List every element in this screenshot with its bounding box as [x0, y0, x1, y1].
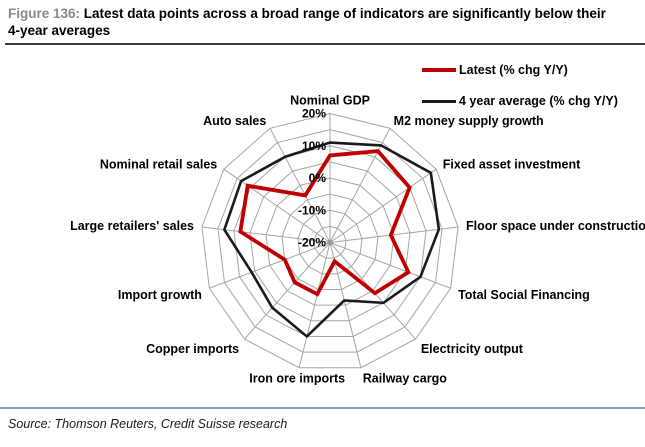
figure-title: Figure 136: Latest data points across a … [5, 6, 614, 39]
radar-grid-ring [201, 112, 459, 369]
category-label: Nominal retail sales [100, 158, 217, 172]
radar-spoke [223, 168, 331, 243]
radar-spoke [329, 242, 362, 368]
legend-line-swatch-latest [422, 68, 456, 72]
radar-spoke [329, 168, 437, 243]
radar-spoke [298, 242, 331, 368]
legend-item-latest: Latest (% chg Y/Y) [422, 62, 618, 78]
radar-spoke [329, 242, 451, 289]
category-label: Electricity output [421, 342, 524, 356]
legend-label-average: 4 year average (% chg Y/Y) [459, 94, 618, 108]
figure-header: Figure 136: Latest data points across a … [5, 6, 645, 45]
radial-tick-label: 20% [302, 107, 326, 121]
radial-tick-label: 0% [309, 171, 327, 185]
legend-line-swatch-average [422, 99, 456, 103]
figure-footer: Source: Thomson Reuters, Credit Suisse r… [0, 407, 645, 431]
radial-tick-label: 10% [302, 139, 326, 153]
radar-spoke [329, 226, 459, 243]
category-label: Auto sales [203, 114, 266, 128]
series-polygon-latest [238, 149, 412, 297]
radar-spoke [244, 242, 331, 340]
category-label: Railway cargo [363, 372, 447, 386]
figure-title-text: Latest data points across a broad range … [8, 6, 606, 38]
radar-grid-ring [313, 225, 347, 259]
radar-grid-ring [217, 129, 443, 353]
category-label: Import growth [118, 288, 202, 302]
category-label: Iron ore imports [249, 372, 345, 386]
figure-number-label: Figure 136: [8, 6, 81, 21]
category-label: Nominal GDP [290, 94, 370, 108]
radar-grid-ring [281, 193, 379, 290]
radar-grid-ring [233, 145, 427, 337]
series-polygon-average [222, 141, 441, 339]
category-label: Large retailers' sales [70, 219, 194, 233]
radar-spoke [269, 128, 331, 243]
radar-spoke [209, 242, 331, 289]
category-label: Floor space under construction [466, 219, 645, 233]
legend-label-latest: Latest (% chg Y/Y) [459, 63, 568, 77]
radar-spoke [329, 128, 391, 243]
radial-tick-label: -20% [298, 236, 326, 250]
category-label: Fixed asset investment [443, 158, 581, 172]
radar-grid-ring [249, 161, 411, 322]
category-label: Total Social Financing [458, 288, 590, 302]
radial-tick-label: -10% [298, 203, 326, 217]
radar-spoke [329, 242, 416, 340]
source-note: Source: Thomson Reuters, Credit Suisse r… [8, 417, 288, 431]
radar-center-dot [327, 239, 333, 246]
chart-legend: Latest (% chg Y/Y) 4 year average (% chg… [422, 62, 618, 124]
legend-item-average: 4 year average (% chg Y/Y) [422, 93, 618, 109]
category-label: Copper imports [146, 342, 239, 356]
radar-spoke [201, 226, 331, 243]
radar-grid-ring [265, 177, 395, 306]
radar-grid-ring [297, 209, 363, 275]
